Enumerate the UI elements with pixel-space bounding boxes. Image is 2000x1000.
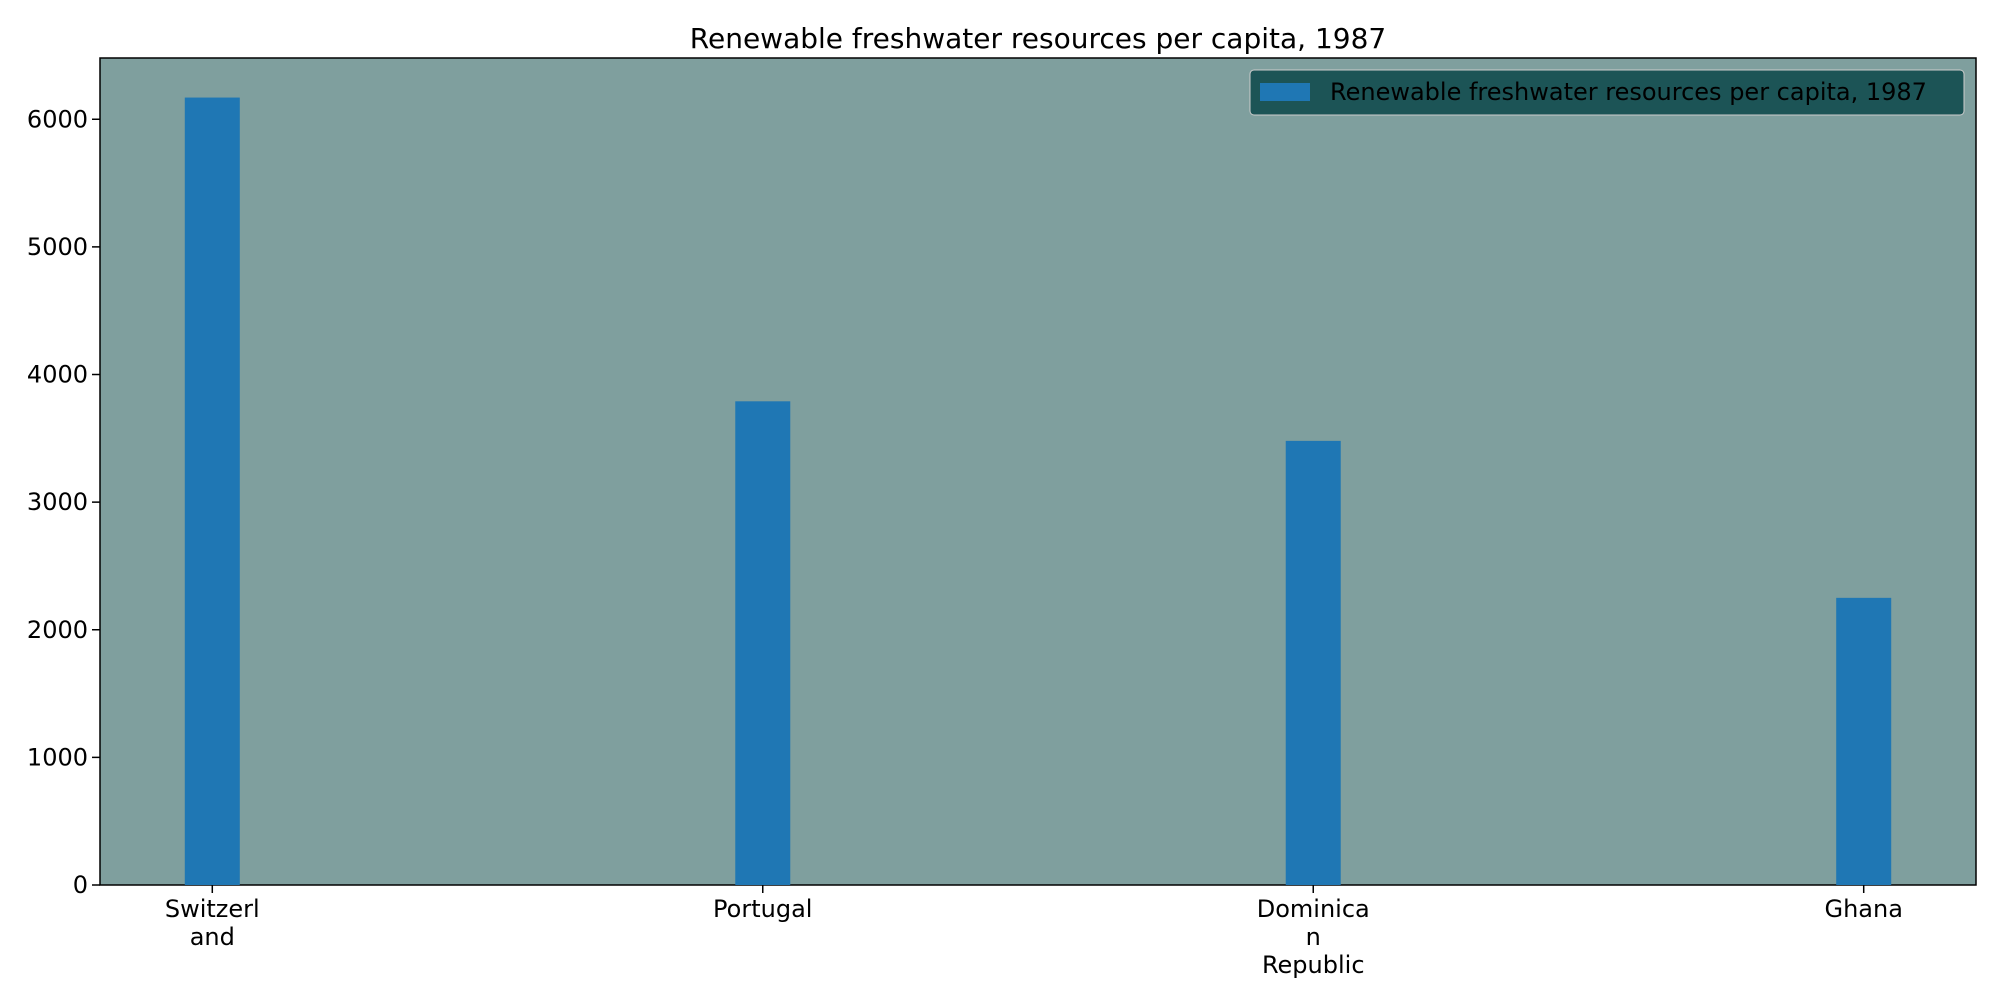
y-tick-label: 0 (73, 871, 88, 899)
x-tick-label: Switzerl and (165, 895, 260, 951)
y-tick-label: 5000 (27, 233, 88, 261)
legend-label: Renewable freshwater resources per capit… (1330, 78, 1927, 106)
y-tick-label: 3000 (27, 488, 88, 516)
y-tick-label: 1000 (27, 743, 88, 771)
bar-1 (735, 401, 791, 885)
legend-swatch (1260, 83, 1310, 101)
y-tick-label: 4000 (27, 361, 88, 389)
plot-area (99, 57, 1977, 886)
legend-box (1249, 69, 1965, 116)
bars-group (184, 97, 1892, 885)
x-tick-label: Portugal (713, 895, 812, 923)
x-axis: Switzerl and Portugal Dominica n Republic Ghan… (165, 885, 1903, 979)
bar-0 (184, 97, 240, 885)
chart-title: Renewable freshwater resources per capit… (690, 22, 1386, 55)
y-tick-label: 2000 (27, 616, 88, 644)
x-tick-label: Dominica n Republic (1257, 895, 1370, 979)
bar-3 (1836, 597, 1892, 885)
x-tick-label: Ghana (1824, 895, 1902, 923)
y-axis: 0 1000 2000 3000 4000 5000 6000 (27, 105, 100, 899)
y-tick-label: 6000 (27, 105, 88, 133)
bar-2 (1285, 440, 1341, 885)
legend: Renewable freshwater resources per capit… (1249, 69, 1965, 116)
